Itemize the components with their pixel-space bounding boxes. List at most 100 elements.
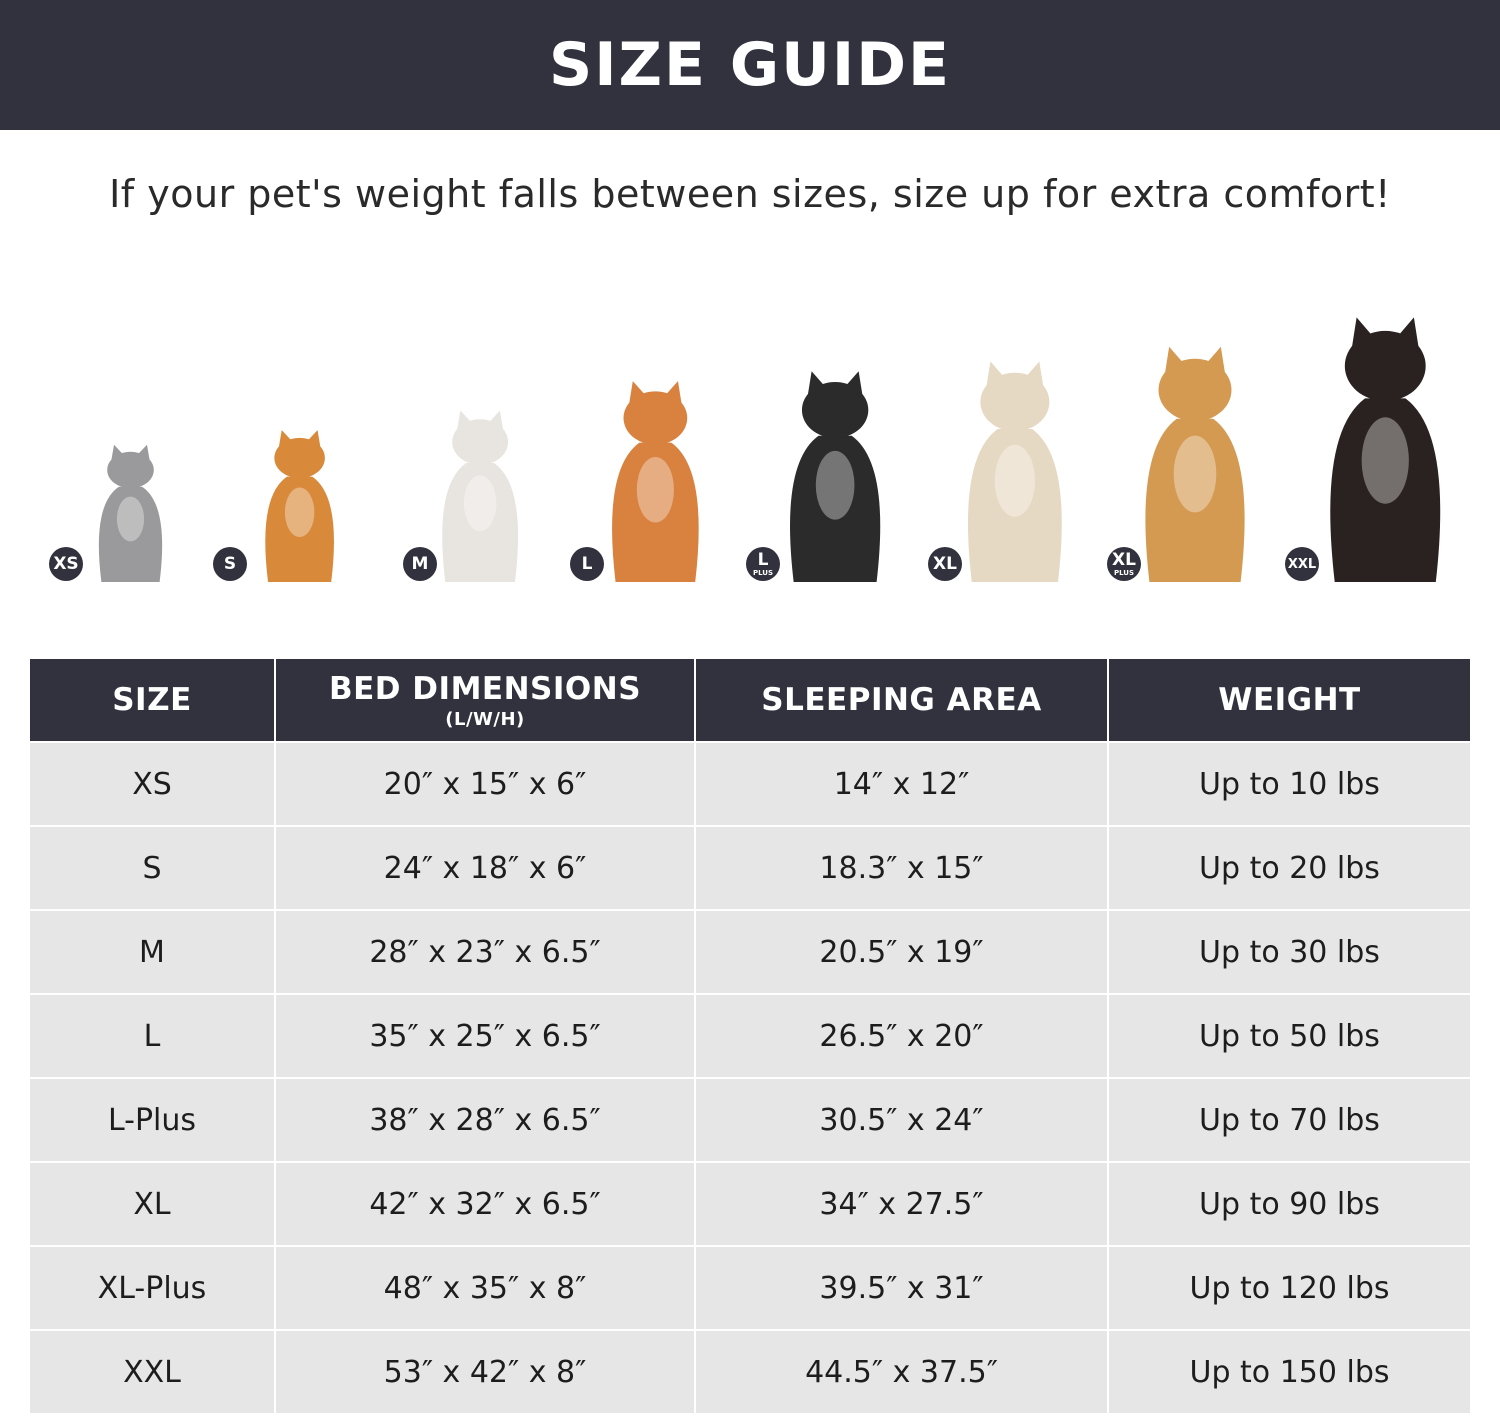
table-row: M 28″ x 23″ x 6.5″ 20.5″ x 19″ Up to 30 lbs (30, 909, 1470, 994)
cell-dimensions: 38″ x 28″ x 6.5″ (275, 1077, 696, 1162)
header-dimensions-sub: (L/W/H) (445, 708, 525, 730)
cell-weight: Up to 20 lbs (1108, 825, 1470, 910)
size-badge: S (213, 547, 247, 581)
size-badge-label: XS (53, 553, 79, 574)
size-badge-label: XL (1112, 549, 1136, 570)
size-badge: L PLUS (746, 547, 780, 581)
cell-weight: Up to 150 lbs (1108, 1329, 1470, 1413)
french-bulldog-photo (442, 410, 518, 582)
pet-head (1344, 330, 1426, 402)
cell-size: XXL (30, 1329, 276, 1413)
cell-weight: Up to 30 lbs (1108, 909, 1470, 994)
golden-retriever-photo (1145, 346, 1245, 582)
pet-head (980, 372, 1050, 432)
cell-area: 39.5″ x 31″ (695, 1245, 1109, 1330)
header-dimensions: BED DIMENSIONS (L/W/H) (275, 659, 696, 742)
pet-body (1145, 418, 1245, 582)
cell-area: 34″ x 27.5″ (695, 1161, 1109, 1246)
table-row: XL-Plus 48″ x 35″ x 8″ 39.5″ x 31″ Up to 12… (30, 1245, 1470, 1330)
cell-area: 18.3″ x 15″ (695, 825, 1109, 910)
pet-ears (456, 410, 504, 432)
pet-ears (110, 444, 150, 462)
cell-weight: Up to 10 lbs (1108, 741, 1470, 826)
cell-size: M (30, 909, 276, 994)
cell-size: XL-Plus (30, 1245, 276, 1330)
cell-dimensions: 53″ x 42″ x 8″ (275, 1329, 696, 1413)
page-title: SIZE GUIDE (548, 30, 951, 100)
header-size: SIZE (30, 659, 276, 742)
table-header-row: SIZE BED DIMENSIONS (L/W/H) SLEEPING AREA… (30, 659, 1470, 742)
pet-body (611, 442, 699, 582)
cell-dimensions: 20″ x 15″ x 6″ (275, 741, 696, 826)
cell-dimensions: 24″ x 18″ x 6″ (275, 825, 696, 910)
pet-head (801, 382, 869, 438)
title-banner: SIZE GUIDE (0, 0, 1500, 130)
cell-size: L-Plus (30, 1077, 276, 1162)
cell-area: 26.5″ x 20″ (695, 993, 1109, 1078)
cell-size: XS (30, 741, 276, 826)
size-badge-label: XL (933, 553, 957, 574)
pet-ears (628, 381, 682, 406)
table-row: XS 20″ x 15″ x 6″ 14″ x 12″ Up to 10 lbs (30, 741, 1470, 826)
cell-weight: Up to 90 lbs (1108, 1161, 1470, 1246)
pet-head (452, 419, 508, 465)
pet-body (265, 476, 335, 582)
size-badge-plus: PLUS (1113, 568, 1135, 577)
pet-ears (986, 361, 1044, 389)
pet-ears (278, 430, 322, 449)
cell-dimensions: 35″ x 25″ x 6.5″ (275, 993, 696, 1078)
size-badge: XXL (1285, 547, 1319, 581)
shiba-inu-photo (611, 381, 699, 582)
cell-size: S (30, 825, 276, 910)
size-badge: XS (49, 547, 83, 581)
pet-body (789, 435, 881, 582)
header-sleeping-area: SLEEPING AREA (695, 659, 1109, 742)
cell-weight: Up to 50 lbs (1108, 993, 1470, 1078)
size-badge: XL PLUS (1107, 547, 1141, 581)
pet-head (106, 451, 154, 489)
cell-area: 44.5″ x 37.5″ (695, 1329, 1109, 1413)
pomeranian-photo (265, 430, 335, 582)
size-badge-label: XXL (1287, 556, 1317, 572)
cell-dimensions: 48″ x 35″ x 8″ (275, 1245, 696, 1330)
pet-head (1158, 358, 1232, 422)
cell-weight: Up to 120 lbs (1108, 1245, 1470, 1330)
sizing-tip: If your pet's weight falls between sizes… (109, 172, 1391, 216)
size-badge-label: L (757, 549, 769, 570)
pet-head (274, 437, 326, 479)
size-badge-label: S (223, 553, 237, 574)
pet-ears (1164, 346, 1226, 376)
size-badge: L (570, 547, 604, 581)
pet-body (98, 486, 162, 582)
size-badge-label: M (411, 553, 429, 574)
size-badge-label: L (581, 553, 593, 574)
table-row: S 24″ x 18″ x 6″ 18.3″ x 15″ Up to 20 lbs (30, 825, 1470, 910)
cell-dimensions: 28″ x 23″ x 6.5″ (275, 909, 696, 994)
pet-ears (1351, 317, 1419, 350)
pet-body (968, 429, 1062, 582)
cell-size: XL (30, 1161, 276, 1246)
cell-weight: Up to 70 lbs (1108, 1077, 1470, 1162)
cell-dimensions: 42″ x 32″ x 6.5″ (275, 1161, 696, 1246)
table-row: L 35″ x 25″ x 6.5″ 26.5″ x 20″ Up to 50 lbs (30, 993, 1470, 1078)
table-row: L-Plus 38″ x 28″ x 6.5″ 30.5″ x 24″ Up to 7… (30, 1077, 1470, 1162)
labrador-photo (968, 361, 1062, 582)
size-badge: XL (928, 547, 962, 581)
table-row: XL 42″ x 32″ x 6.5″ 34″ x 27.5″ Up to 90 lb… (30, 1161, 1470, 1246)
doberman-photo (1330, 317, 1440, 582)
cell-area: 20.5″ x 19″ (695, 909, 1109, 994)
header-weight: WEIGHT (1108, 659, 1470, 742)
pet-body (442, 463, 518, 582)
size-badge-plus: PLUS (752, 568, 774, 577)
size-badge: M (403, 547, 437, 581)
header-dimensions-label: BED DIMENSIONS (328, 670, 642, 707)
pet-head (623, 391, 687, 445)
cat-photo (98, 444, 162, 582)
border-collie-photo (789, 371, 881, 582)
pet-body (1330, 398, 1440, 582)
pet-ears (807, 371, 863, 398)
table-row: XXL 53″ x 42″ x 8″ 44.5″ x 37.5″ Up to 150 … (30, 1329, 1470, 1413)
cell-size: L (30, 993, 276, 1078)
cell-area: 30.5″ x 24″ (695, 1077, 1109, 1162)
cell-area: 14″ x 12″ (695, 741, 1109, 826)
